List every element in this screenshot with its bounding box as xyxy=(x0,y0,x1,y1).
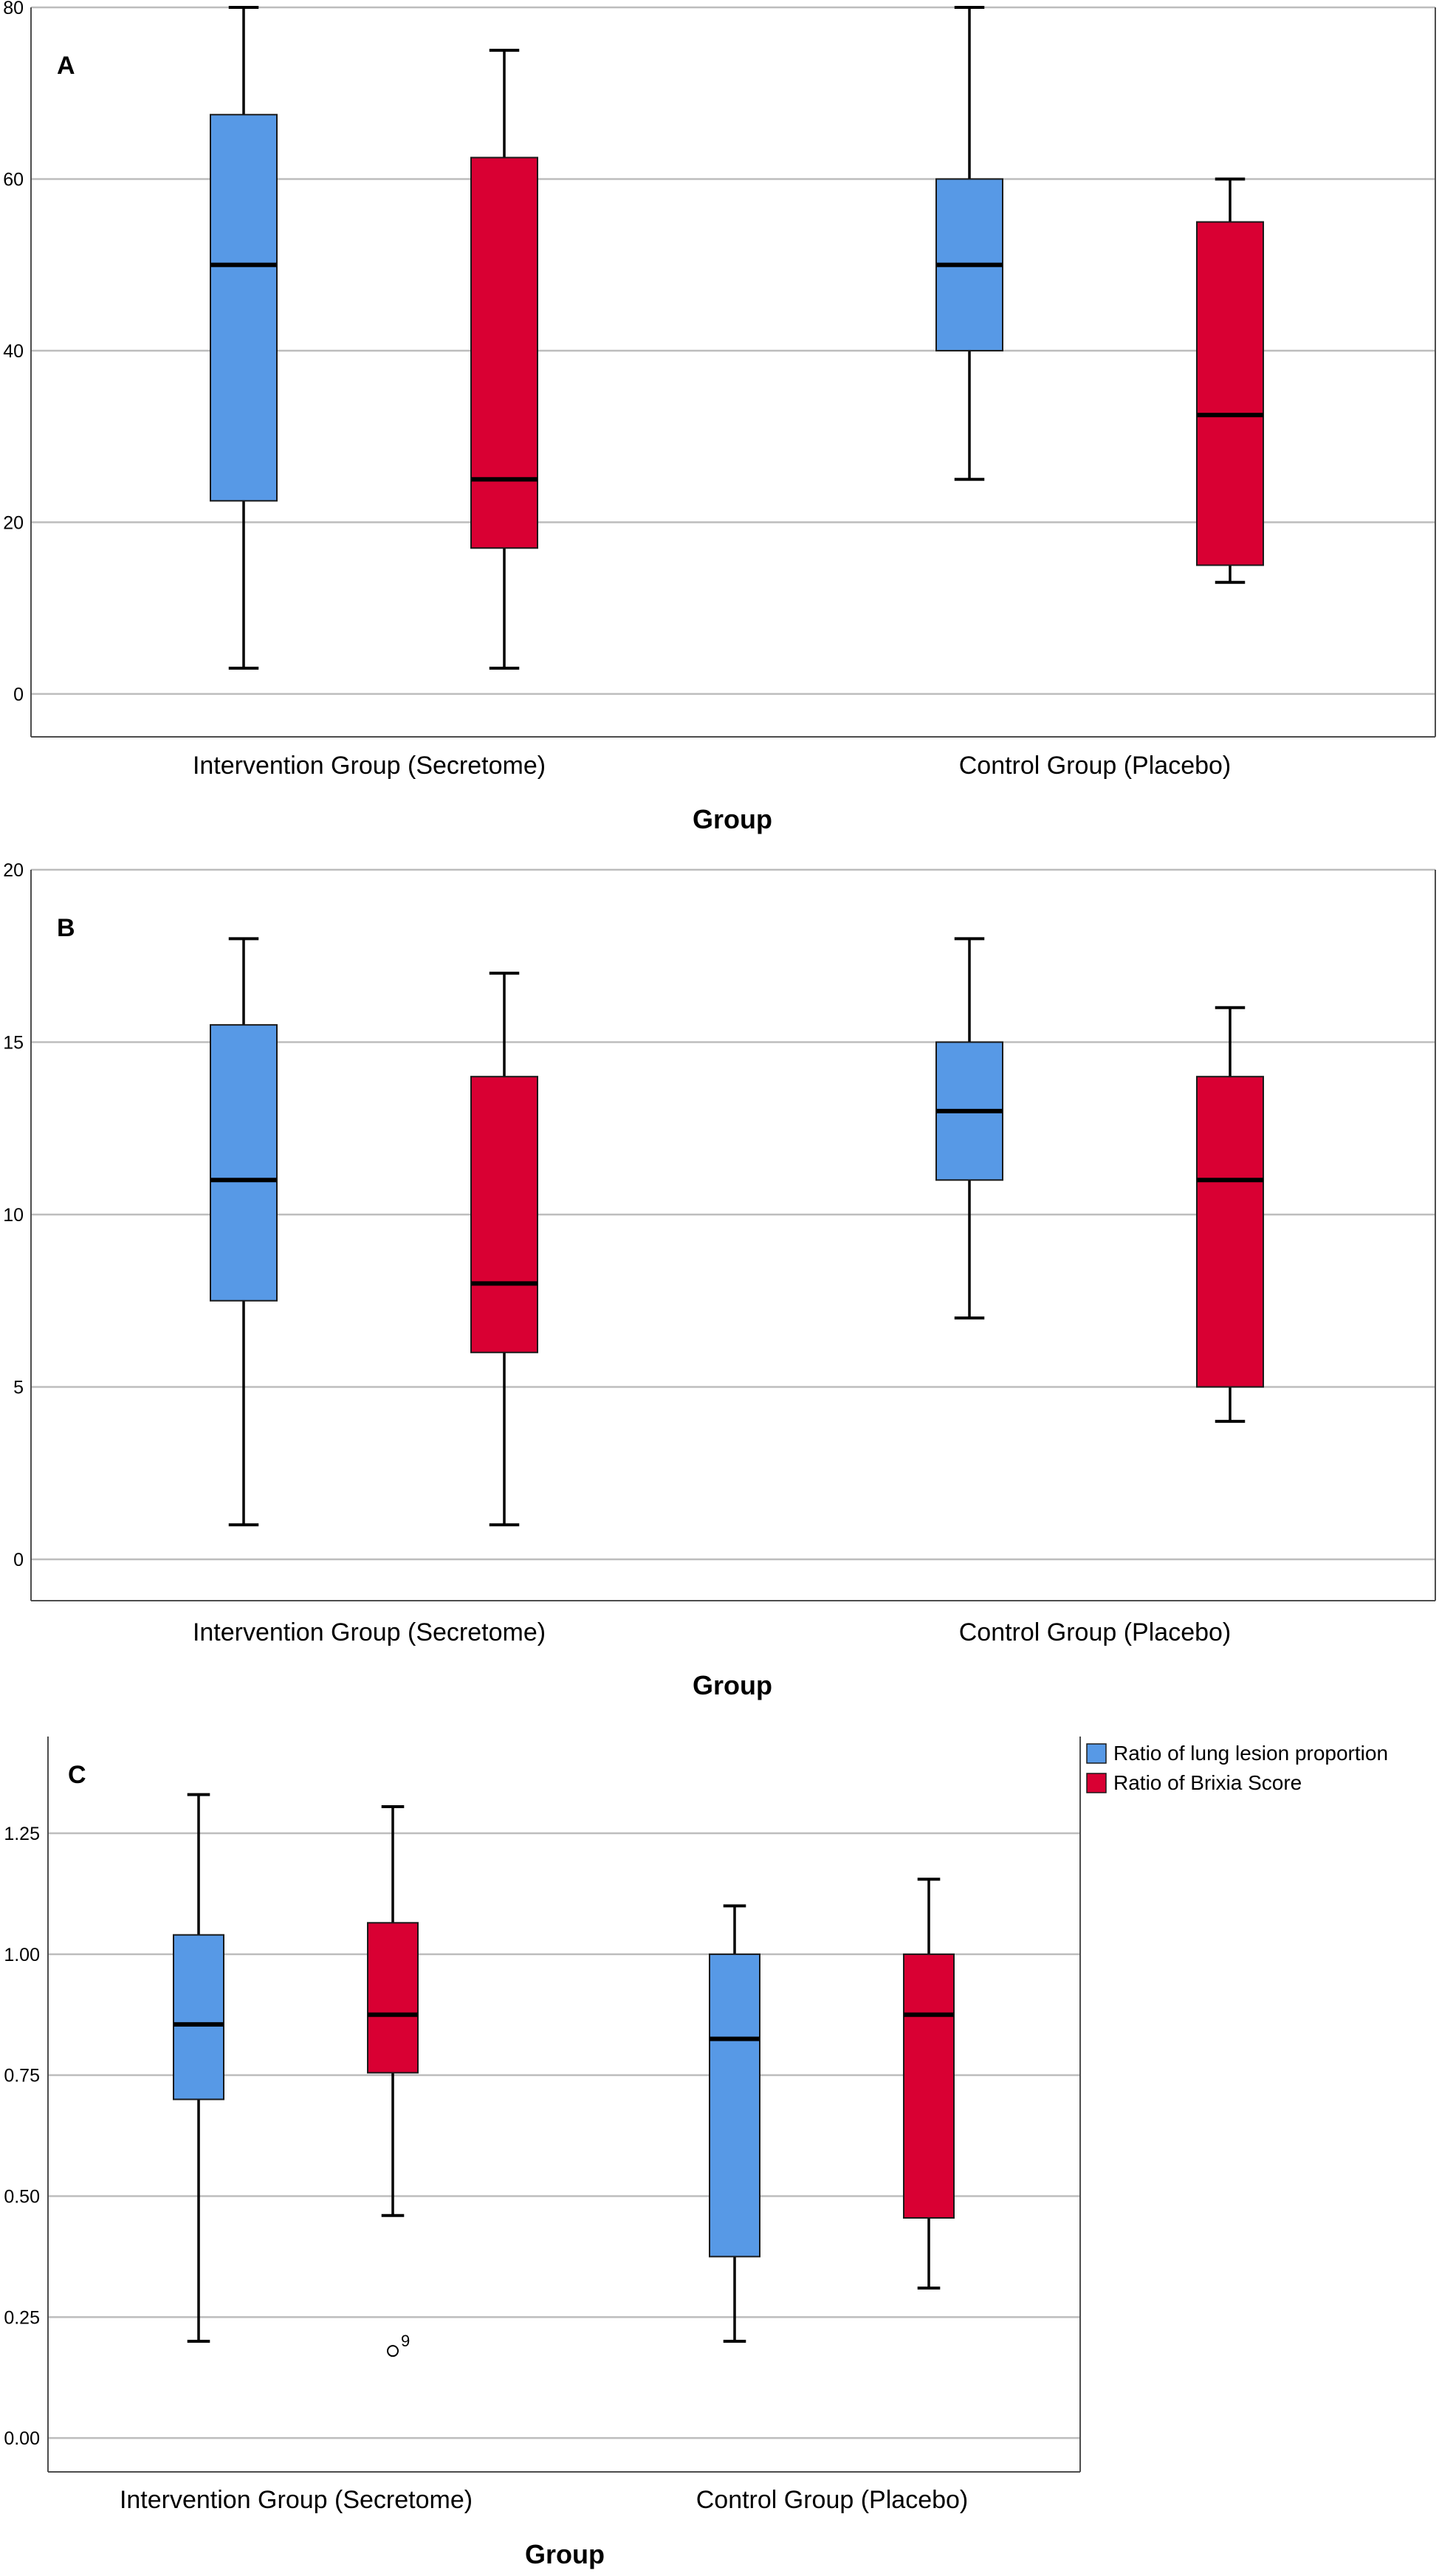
box-series2-cat1 xyxy=(470,49,538,670)
x-axis-title: Group xyxy=(525,2539,605,2569)
chart-panel-b: 0 5 10 15 20 B Intervention Group (Secretome) C… xyxy=(3,860,1436,1700)
x-tick-label: Intervention Group (Secretome) xyxy=(120,2486,473,2514)
y-tick-label: 40 xyxy=(3,341,24,362)
y-tick-label: 1.00 xyxy=(4,1945,40,1965)
y-tick-label: 10 xyxy=(3,1205,24,1226)
legend-label: Ratio of Brixia Score xyxy=(1113,1771,1302,1794)
legend-swatch xyxy=(1086,1773,1107,1793)
iqr-box xyxy=(1196,221,1264,566)
y-tick-label: 60 xyxy=(3,169,24,190)
y-tick-label: 0.75 xyxy=(4,2066,40,2086)
box-series2-cat2 xyxy=(1196,177,1264,584)
box-series1-cat2 xyxy=(935,6,1003,481)
box-series2-cat1 xyxy=(367,1805,419,2217)
iqr-box xyxy=(210,1024,278,1302)
iqr-box xyxy=(367,1922,419,2074)
box-series2-cat2 xyxy=(903,1878,955,2290)
x-tick-label: Control Group (Placebo) xyxy=(696,2486,969,2514)
outlier-point xyxy=(387,2345,399,2357)
y-tick-label: 0 xyxy=(13,684,24,705)
chart-panel-a: 0 20 40 60 80 A Intervention Group (Secretome)… xyxy=(3,0,1436,834)
outlier-label: 9 xyxy=(401,2332,410,2350)
y-tick-label: 0 xyxy=(13,1550,24,1570)
x-tick-label: Intervention Group (Secretome) xyxy=(193,1618,546,1646)
iqr-box xyxy=(709,1953,760,2258)
iqr-box xyxy=(903,1953,955,2219)
box-series2-cat1 xyxy=(470,972,538,1527)
x-tick-label: Control Group (Placebo) xyxy=(959,752,1232,780)
iqr-box xyxy=(173,1934,224,2101)
chart-panel-c: 0.00 0.25 0.50 0.75 1.00 1.25 C 9 Intervention G… xyxy=(4,1737,1388,2569)
y-tick-label: 1.25 xyxy=(4,1824,40,1844)
x-axis-title: Group xyxy=(693,1670,772,1700)
iqr-box xyxy=(470,157,538,549)
y-tick-label: 0.00 xyxy=(4,2428,40,2449)
legend-label: Ratio of lung lesion proportion xyxy=(1113,1742,1388,1765)
box-series1-cat1 xyxy=(210,6,278,670)
panel-label: C xyxy=(68,1761,86,1789)
y-tick-label: 0.25 xyxy=(4,2307,40,2328)
y-tick-label: 20 xyxy=(3,860,24,881)
y-tick-label: 20 xyxy=(3,512,24,533)
legend: Ratio of lung lesion proportion Ratio of … xyxy=(1086,1742,1388,1794)
iqr-box xyxy=(1196,1076,1264,1388)
box-series2-cat2 xyxy=(1196,1006,1264,1423)
box-series1-cat2 xyxy=(709,1904,760,2343)
box-series1-cat1 xyxy=(173,1793,224,2343)
iqr-box xyxy=(470,1076,538,1353)
panel-label: A xyxy=(57,52,75,80)
x-axis-title: Group xyxy=(693,804,772,834)
y-tick-label: 0.50 xyxy=(4,2187,40,2208)
y-tick-label: 80 xyxy=(3,0,24,18)
iqr-box xyxy=(210,114,278,502)
y-tick-label: 5 xyxy=(13,1377,24,1398)
legend-swatch xyxy=(1086,1743,1107,1764)
panel-label: B xyxy=(57,914,75,942)
x-tick-label: Control Group (Placebo) xyxy=(959,1618,1232,1646)
x-tick-label: Intervention Group (Secretome) xyxy=(193,752,546,780)
y-tick-label: 15 xyxy=(3,1032,24,1053)
box-series1-cat1 xyxy=(210,937,278,1527)
box-series1-cat2 xyxy=(935,937,1003,1320)
